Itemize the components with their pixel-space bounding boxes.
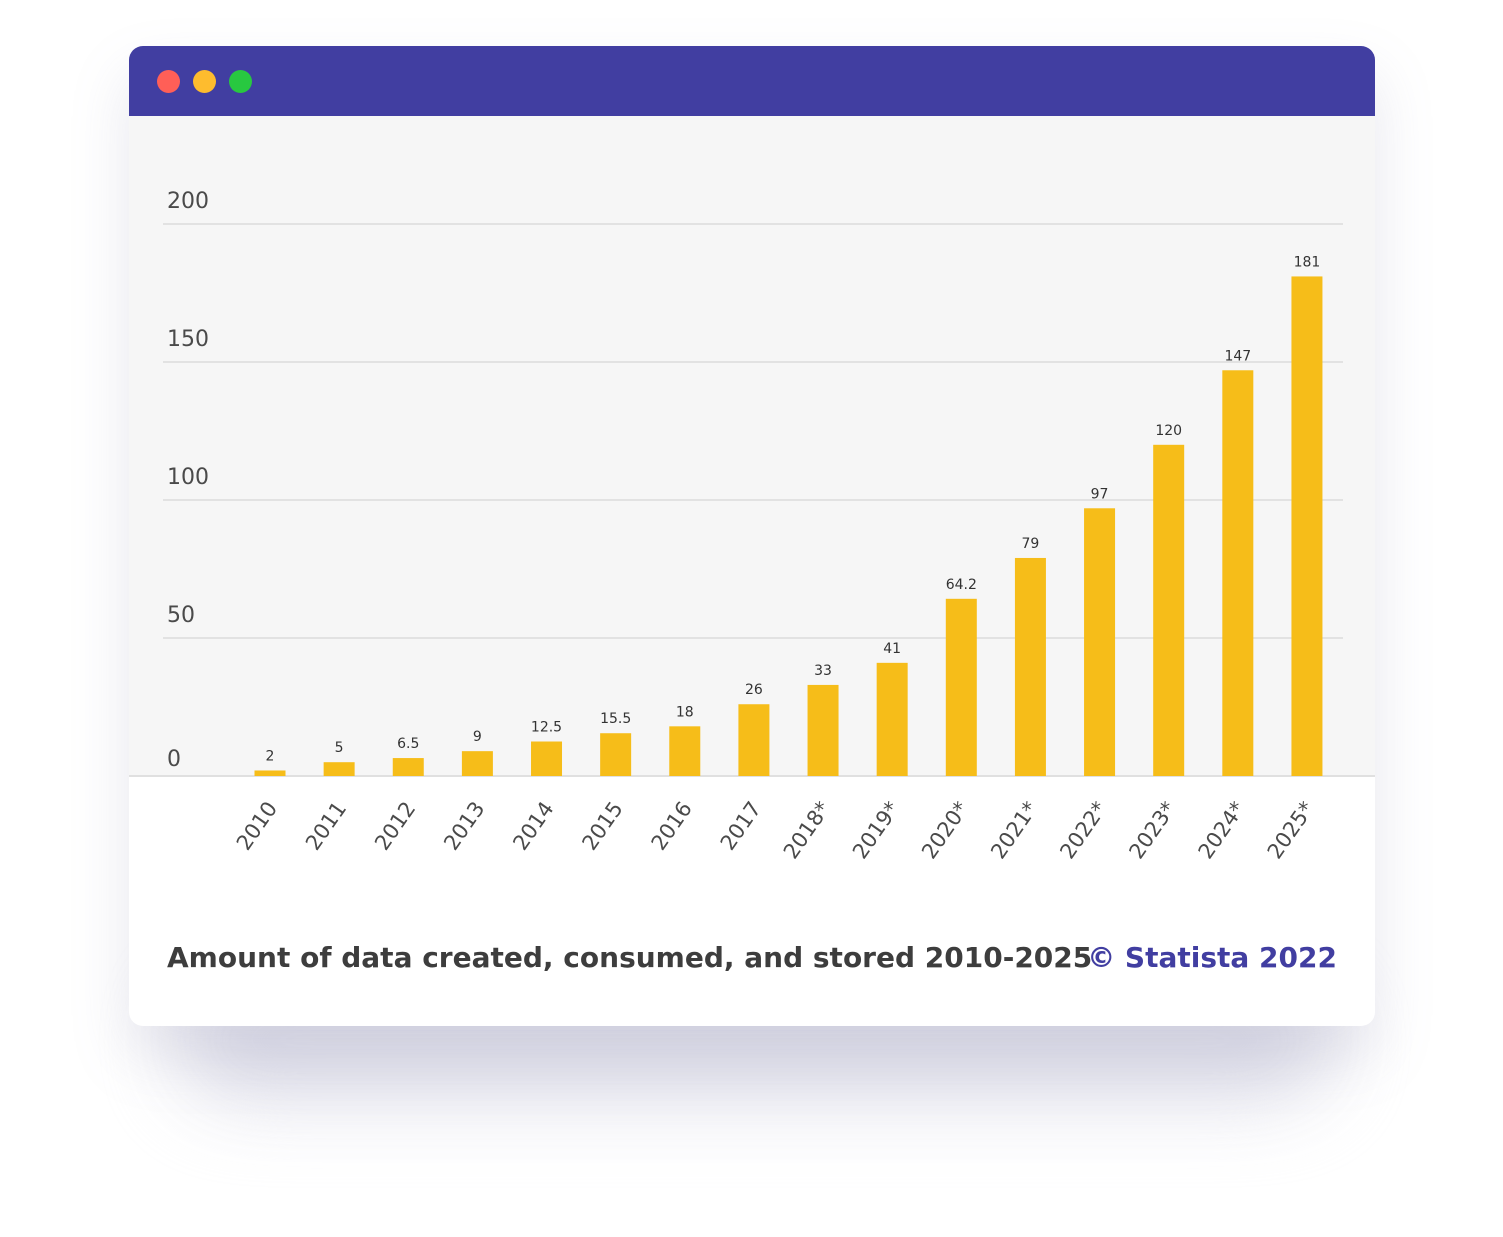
x-tick-label: 2012 <box>370 797 420 855</box>
x-tick-label: 2014 <box>508 797 558 855</box>
x-tick-label: 2013 <box>439 797 489 855</box>
x-tick-label: 2018* <box>779 797 835 863</box>
x-tick-label: 2023* <box>1124 797 1180 863</box>
chart-caption: Amount of data created, consumed, and st… <box>167 941 1093 974</box>
x-tick-label: 2020* <box>917 797 973 863</box>
y-tick-label: 150 <box>167 327 209 352</box>
x-tick-label: 2024* <box>1194 797 1250 863</box>
maximize-window-button[interactable] <box>229 70 252 93</box>
value-label: 64.2 <box>946 577 977 593</box>
value-label: 18 <box>676 704 694 720</box>
x-tick-label: 2010 <box>232 797 282 855</box>
minimize-window-button[interactable] <box>193 70 216 93</box>
bar <box>1222 370 1254 776</box>
bar <box>1014 557 1046 776</box>
y-tick-label: 0 <box>167 747 181 772</box>
value-label: 2 <box>266 748 275 764</box>
bar <box>1084 508 1116 776</box>
value-label: 9 <box>473 729 482 745</box>
close-window-button[interactable] <box>157 70 180 93</box>
bar <box>945 598 977 776</box>
source-credit[interactable]: © Statista 2022 <box>1087 941 1337 974</box>
bar <box>531 741 563 776</box>
x-tick-label: 2025* <box>1263 797 1319 863</box>
bar <box>1153 444 1185 776</box>
y-tick-label: 200 <box>167 189 209 214</box>
x-tick-label: 2017 <box>716 797 766 855</box>
x-tick-label: 2021* <box>986 797 1042 863</box>
x-tick-label: 2016 <box>647 797 697 855</box>
bar <box>461 751 493 776</box>
bar <box>600 733 632 776</box>
value-label: 15.5 <box>600 711 631 727</box>
value-label: 97 <box>1091 486 1109 502</box>
window-titlebar <box>129 46 1375 116</box>
value-label: 26 <box>745 682 763 698</box>
value-label: 12.5 <box>531 720 562 736</box>
value-label: 147 <box>1224 348 1251 364</box>
value-label: 6.5 <box>397 736 419 752</box>
bar <box>392 758 424 776</box>
y-tick-label: 100 <box>167 465 209 490</box>
x-tick-label: 2022* <box>1055 797 1111 863</box>
bar <box>669 726 701 776</box>
x-tick-label: 2011 <box>301 797 351 855</box>
value-label: 41 <box>883 641 901 657</box>
bar-chart: 0 50 100 150 200 2 2010 5 2011 6.5 2012 9 2013 12.5 20… <box>129 189 1375 863</box>
chart-window: 0 50 100 150 200 2 2010 5 2011 6.5 2012 9 2013 12.5 20… <box>129 46 1375 1026</box>
x-tick-label: 2019* <box>848 797 904 863</box>
bar <box>323 762 355 776</box>
x-tick-label: 2015 <box>577 797 627 855</box>
bar <box>1291 276 1323 776</box>
value-label: 79 <box>1022 536 1040 552</box>
bar <box>876 662 908 776</box>
value-label: 5 <box>335 740 344 756</box>
bar <box>738 704 770 776</box>
value-label: 181 <box>1294 254 1321 270</box>
y-tick-label: 50 <box>167 603 195 628</box>
bar <box>254 770 286 776</box>
bar <box>807 684 839 776</box>
value-label: 33 <box>814 663 832 679</box>
value-label: 120 <box>1155 423 1182 439</box>
